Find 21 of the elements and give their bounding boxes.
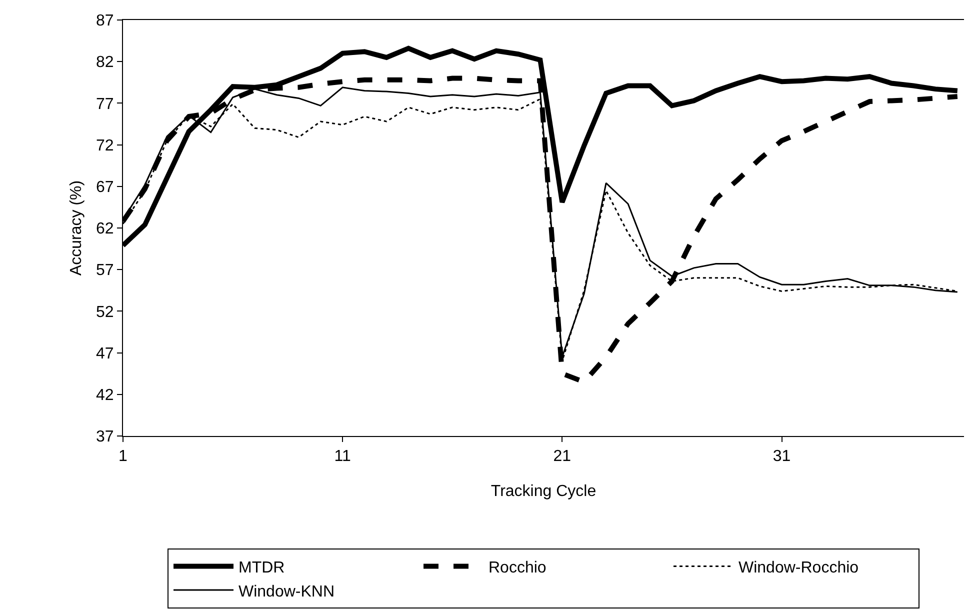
y-tick-label: 37 [96,428,114,446]
y-tick-label: 52 [96,304,114,321]
legend-label: Window-KNN [238,583,335,600]
y-tick-label: 42 [96,387,114,404]
x-tick-label: 31 [772,448,791,466]
x-tick-label: 1 [118,448,128,466]
legend-label: Rocchio [488,559,546,576]
y-tick-label: 67 [96,179,114,196]
x-tick-label: 11 [334,448,351,466]
y-axis-title: Accuracy (%) [68,180,85,276]
y-tick-label: 77 [96,96,114,113]
x-axis-title: Tracking Cycle [490,482,596,500]
y-tick-label: 47 [96,345,114,362]
legend-label: MTDR [238,559,285,576]
x-tick-label: 21 [553,448,572,466]
y-tick-label: 62 [96,220,114,238]
y-tick-label: 72 [96,137,114,154]
y-tick-label: 82 [96,54,114,72]
y-tick-label: 87 [96,12,114,30]
legend-label: Window-Rocchio [738,559,859,576]
y-tick-label: 57 [96,262,114,280]
